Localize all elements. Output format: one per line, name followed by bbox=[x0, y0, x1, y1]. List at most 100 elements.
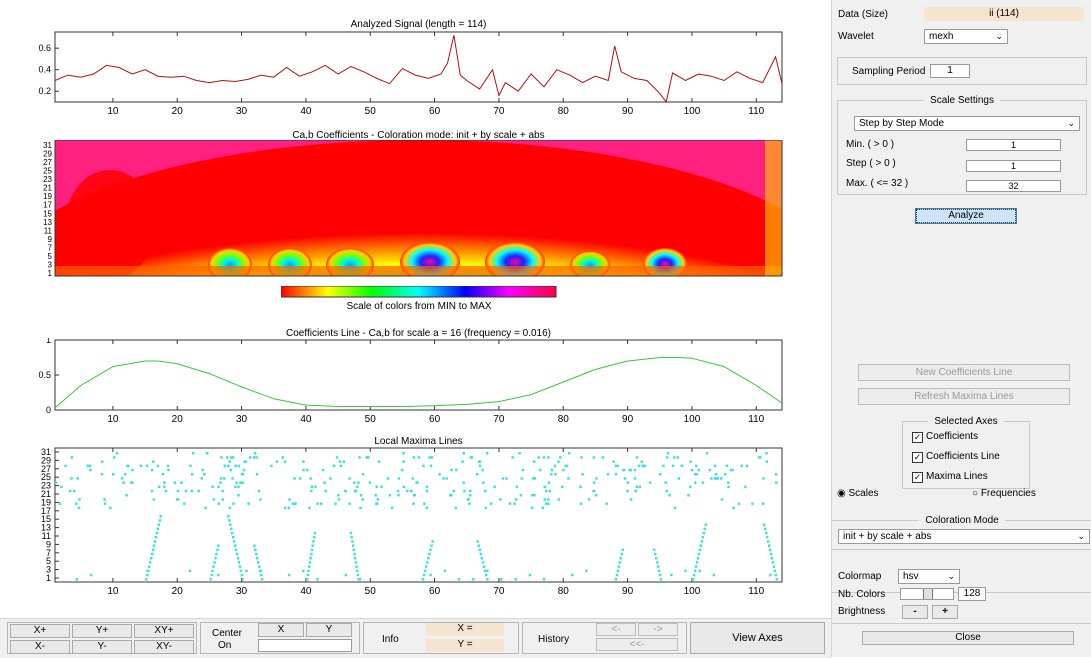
radio-frequencies[interactable]: ○ Frequencies bbox=[972, 488, 1036, 499]
zoom-xyminus-button[interactable]: XY- bbox=[134, 640, 194, 654]
y-tick-label: 5 bbox=[46, 556, 51, 566]
x-tick-label: 10 bbox=[107, 586, 119, 597]
colormap-select[interactable]: hsv ⌄ bbox=[898, 569, 960, 584]
brightness-minus-button[interactable]: - bbox=[902, 605, 928, 619]
brightness-plus-button[interactable]: + bbox=[932, 605, 958, 619]
x-tick-label: 110 bbox=[748, 586, 764, 597]
max-label: Max. ( <= 32 ) bbox=[846, 178, 909, 189]
x-tick-label: 80 bbox=[558, 414, 570, 425]
x-tick-label: 110 bbox=[748, 414, 764, 425]
data-size-label: Data (Size) bbox=[838, 9, 889, 20]
sampling-period-input[interactable]: 1 bbox=[930, 64, 970, 78]
x-tick-label: 70 bbox=[493, 586, 505, 597]
signal-plot[interactable]: 10 20 30 40 50 60 70 80 90 100 110 0.6 0.4 0.2 bbox=[0, 30, 800, 130]
zoom-xyplus-button[interactable]: XY+ bbox=[134, 624, 194, 638]
coloration-mode-value: init + by scale + abs bbox=[843, 531, 932, 542]
y-tick-label: 15 bbox=[41, 514, 51, 524]
y-tick-label: 0 bbox=[46, 405, 51, 415]
radio-scales[interactable]: ◉ Scales bbox=[837, 488, 879, 499]
y-tick-label: 17 bbox=[43, 201, 52, 210]
y-tick-label: 31 bbox=[41, 447, 51, 457]
y-tick-label: 7 bbox=[48, 243, 53, 252]
center-x-button[interactable]: X bbox=[258, 623, 304, 637]
x-tick-label: 40 bbox=[300, 106, 312, 117]
x-tick-label: 10 bbox=[107, 106, 119, 117]
bottom-toolbar: X+ Y+ XY+ X- Y- XY- Center On X Y Info X… bbox=[0, 618, 831, 658]
y-tick-label: 0.5 bbox=[38, 370, 51, 380]
history-first-button[interactable]: <<- bbox=[596, 638, 678, 651]
x-tick-label: 30 bbox=[236, 414, 248, 425]
y-tick-label: 7 bbox=[46, 548, 51, 558]
info-label: Info bbox=[382, 634, 399, 645]
wavelet-value: mexh bbox=[929, 31, 954, 42]
center-on-field[interactable] bbox=[258, 639, 352, 652]
min-input[interactable]: 1 bbox=[966, 139, 1061, 151]
coefficients-line-plot[interactable]: 10 20 30 40 50 60 70 80 90 100 110 1 0.5 0 bbox=[0, 338, 800, 428]
history-forward-button[interactable]: -> bbox=[638, 623, 678, 636]
info-x-value: X = bbox=[426, 623, 504, 636]
close-button[interactable]: Close bbox=[862, 631, 1074, 645]
radio-selected-icon: ◉ bbox=[837, 488, 846, 499]
wavelet-select[interactable]: mexh ⌄ bbox=[924, 29, 1008, 44]
y-tick-label: 13 bbox=[43, 218, 52, 227]
zoom-yminus-button[interactable]: Y- bbox=[72, 640, 132, 654]
x-tick-label: 60 bbox=[429, 586, 441, 597]
checkmark-icon: ✓ bbox=[912, 432, 923, 443]
y-tick-label: 0.2 bbox=[38, 86, 51, 96]
y-tick-label: 25 bbox=[43, 167, 52, 176]
coloration-group: Coloration Mode bbox=[832, 515, 1091, 550]
info-group bbox=[363, 622, 519, 654]
checkbox-coefficients-line[interactable]: ✓ Coefficients Line bbox=[912, 451, 1000, 463]
slider-thumb[interactable] bbox=[923, 589, 933, 599]
new-coefficients-line-button[interactable]: New Coefficients Line bbox=[858, 364, 1070, 381]
y-tick-label: 21 bbox=[41, 489, 51, 499]
x-tick-label: 20 bbox=[172, 106, 184, 117]
on-label: On bbox=[218, 640, 232, 651]
nb-colors-slider[interactable] bbox=[900, 588, 954, 600]
y-tick-label: 15 bbox=[43, 209, 52, 218]
coloration-mode-select[interactable]: init + by scale + abs ⌄ bbox=[838, 529, 1090, 544]
max-input[interactable]: 32 bbox=[966, 180, 1061, 192]
y-tick-label: 1 bbox=[46, 573, 51, 583]
x-tick-label: 70 bbox=[493, 106, 505, 117]
checkmark-icon: ✓ bbox=[912, 452, 923, 463]
zoom-xminus-button[interactable]: X- bbox=[10, 640, 70, 654]
view-axes-button[interactable]: View Axes bbox=[690, 622, 825, 654]
x-tick-label: 50 bbox=[365, 586, 377, 597]
signal-title: Analyzed Signal (length = 114) bbox=[350, 19, 487, 30]
scale-mode-select[interactable]: Step by Step Mode ⌄ bbox=[854, 116, 1080, 131]
maxima-dots bbox=[55, 452, 779, 581]
center-y-button[interactable]: Y bbox=[306, 623, 352, 637]
scale-settings-group: Scale Settings bbox=[837, 95, 1087, 195]
analyze-button[interactable]: Analyze bbox=[915, 208, 1017, 224]
nb-colors-input[interactable]: 128 bbox=[958, 587, 986, 601]
x-tick-label: 20 bbox=[172, 586, 184, 597]
checkbox-label: Coefficients bbox=[926, 431, 979, 442]
x-tick-label: 90 bbox=[622, 414, 634, 425]
y-tick-label: 13 bbox=[41, 523, 51, 533]
control-panel: Data (Size) ii (114) Wavelet mexh ⌄ Sampl… bbox=[831, 0, 1091, 657]
y-tick-label: 5 bbox=[48, 252, 53, 261]
y-tick-label: 31 bbox=[43, 141, 52, 150]
maxima-lines-plot[interactable]: 10 20 30 40 50 60 70 80 90 100 1103129272523211917… bbox=[0, 446, 800, 604]
zoom-yplus-button[interactable]: Y+ bbox=[72, 624, 132, 638]
x-tick-label: 90 bbox=[622, 586, 634, 597]
x-tick-label: 100 bbox=[684, 586, 701, 597]
colormap-value: hsv bbox=[903, 571, 919, 582]
checkbox-maxima-lines[interactable]: ✓ Maxima Lines bbox=[912, 471, 988, 483]
y-tick-label: 19 bbox=[43, 192, 52, 201]
checkbox-coefficients[interactable]: ✓ Coefficients bbox=[912, 431, 978, 443]
zoom-xplus-button[interactable]: X+ bbox=[10, 624, 70, 638]
step-input[interactable]: 1 bbox=[966, 160, 1061, 172]
x-tick-label: 90 bbox=[622, 106, 634, 117]
x-tick-label: 70 bbox=[493, 414, 505, 425]
x-tick-label: 50 bbox=[365, 106, 377, 117]
radio-frequencies-label: Frequencies bbox=[980, 488, 1036, 499]
y-tick-label: 21 bbox=[43, 184, 52, 193]
y-tick-label: 0.6 bbox=[38, 43, 51, 53]
refresh-maxima-lines-button[interactable]: Refresh Maxima Lines bbox=[858, 388, 1070, 405]
x-tick-label: 30 bbox=[236, 586, 248, 597]
selected-axes-title: Selected Axes bbox=[928, 416, 1004, 427]
history-back-button[interactable]: <- bbox=[596, 623, 636, 636]
